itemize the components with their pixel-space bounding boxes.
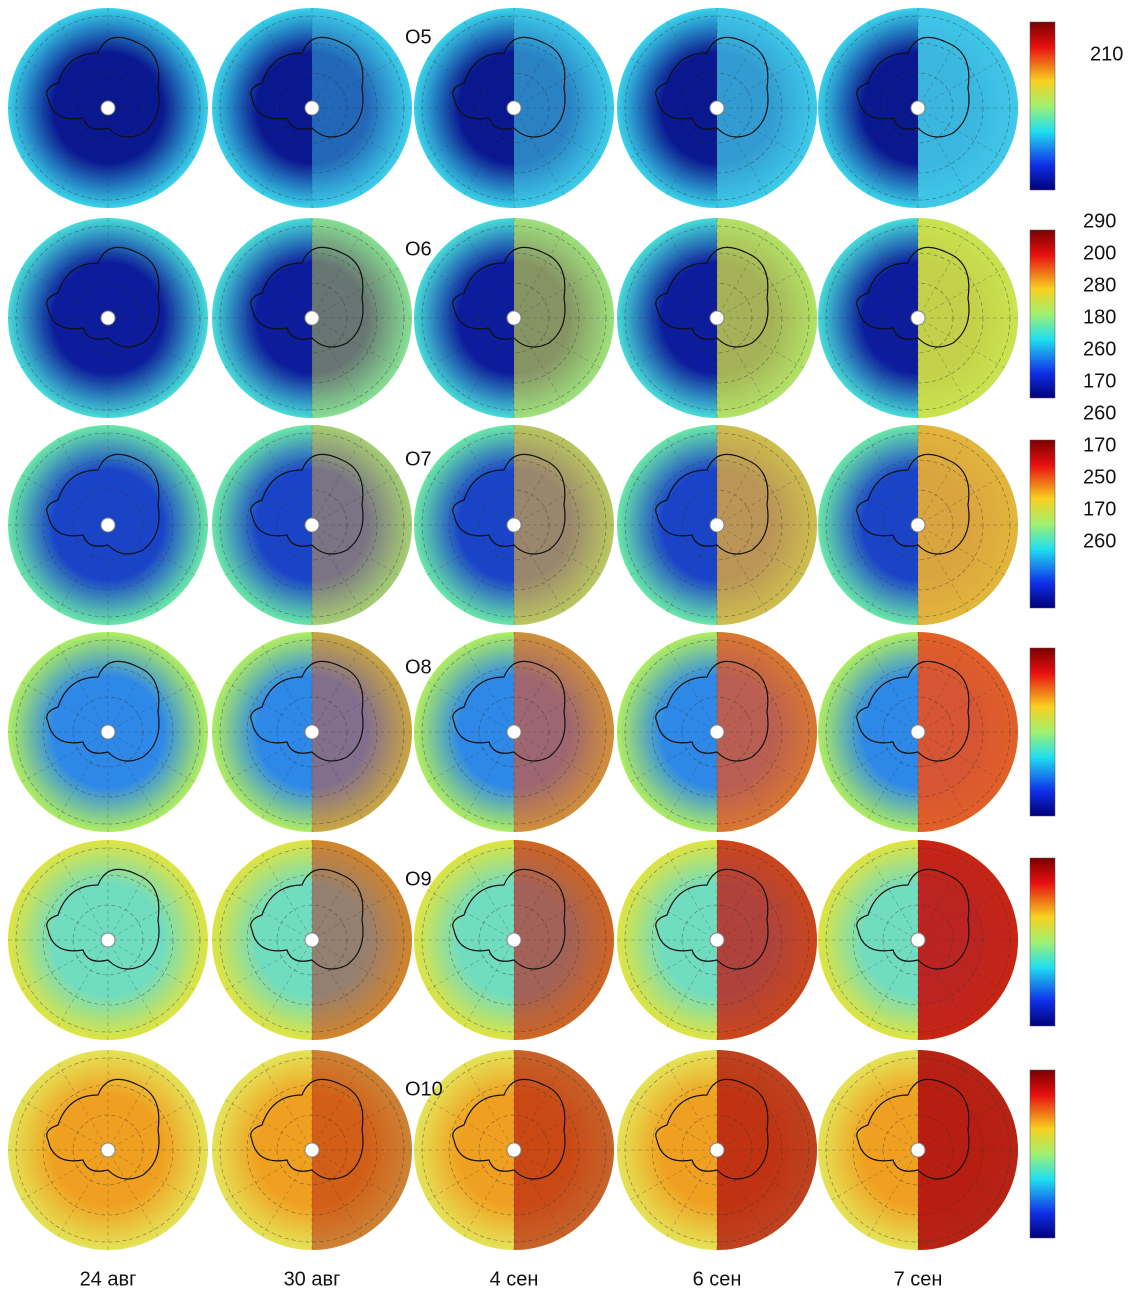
pole-marker bbox=[710, 933, 724, 947]
pole-marker bbox=[507, 933, 521, 947]
colorbar-label: 210 bbox=[1090, 43, 1123, 65]
colorbar bbox=[1030, 1070, 1055, 1238]
pole-marker bbox=[507, 518, 521, 532]
row-label: O8 bbox=[405, 656, 432, 678]
colorbar-label: 180 bbox=[1083, 306, 1116, 328]
colorbar bbox=[1030, 648, 1055, 816]
pole-marker bbox=[101, 725, 115, 739]
column-label: 7 сен bbox=[894, 1268, 943, 1290]
pole-marker bbox=[911, 933, 925, 947]
colorbar-label: 170 bbox=[1083, 498, 1116, 520]
row-label: O6 bbox=[405, 238, 432, 260]
row-label: O10 bbox=[405, 1078, 443, 1100]
colorbar-label: 260 bbox=[1083, 338, 1116, 360]
pole-marker bbox=[911, 725, 925, 739]
pole-marker bbox=[710, 518, 724, 532]
row-label: O9 bbox=[405, 868, 432, 890]
colorbar-label: 260 bbox=[1083, 530, 1116, 552]
pole-marker bbox=[507, 101, 521, 115]
pole-marker bbox=[101, 311, 115, 325]
row-label: O7 bbox=[405, 448, 432, 470]
pole-marker bbox=[911, 1143, 925, 1157]
pole-marker bbox=[305, 725, 319, 739]
column-label: 24 авг bbox=[80, 1268, 137, 1290]
pole-marker bbox=[305, 933, 319, 947]
pole-marker bbox=[305, 311, 319, 325]
pole-marker bbox=[101, 933, 115, 947]
pole-marker bbox=[507, 311, 521, 325]
pole-marker bbox=[710, 1143, 724, 1157]
pole-marker bbox=[710, 311, 724, 325]
colorbar-label: 170 bbox=[1083, 370, 1116, 392]
pole-marker bbox=[305, 1143, 319, 1157]
pole-marker bbox=[911, 101, 925, 115]
colorbar bbox=[1030, 858, 1055, 1026]
pole-marker bbox=[507, 1143, 521, 1157]
pole-marker bbox=[101, 1143, 115, 1157]
pole-marker bbox=[101, 101, 115, 115]
pole-marker bbox=[305, 518, 319, 532]
pole-marker bbox=[710, 101, 724, 115]
colorbar bbox=[1030, 230, 1055, 398]
column-label: 30 авг bbox=[284, 1268, 341, 1290]
pole-marker bbox=[911, 311, 925, 325]
column-label: 4 сен bbox=[490, 1268, 539, 1290]
colorbar-label: 280 bbox=[1083, 274, 1116, 296]
column-label: 6 сен bbox=[693, 1268, 742, 1290]
row-label: O5 bbox=[405, 26, 432, 48]
pole-marker bbox=[507, 725, 521, 739]
colorbar bbox=[1030, 22, 1055, 190]
pole-marker bbox=[911, 518, 925, 532]
colorbar-label: 250 bbox=[1083, 466, 1116, 488]
colorbar-label: 170 bbox=[1083, 434, 1116, 456]
colorbar bbox=[1030, 440, 1055, 608]
pole-marker bbox=[710, 725, 724, 739]
pole-marker bbox=[305, 101, 319, 115]
colorbar-label: 260 bbox=[1083, 402, 1116, 424]
colorbar-label: 290 bbox=[1083, 210, 1116, 232]
pole-marker bbox=[101, 518, 115, 532]
figure: O5 O6 O7 O8 O9 O10 210 290 200 280 180 260 170 260 170… bbox=[0, 0, 1134, 1297]
colorbar-label: 200 bbox=[1083, 242, 1116, 264]
maps bbox=[8, 8, 1055, 1250]
